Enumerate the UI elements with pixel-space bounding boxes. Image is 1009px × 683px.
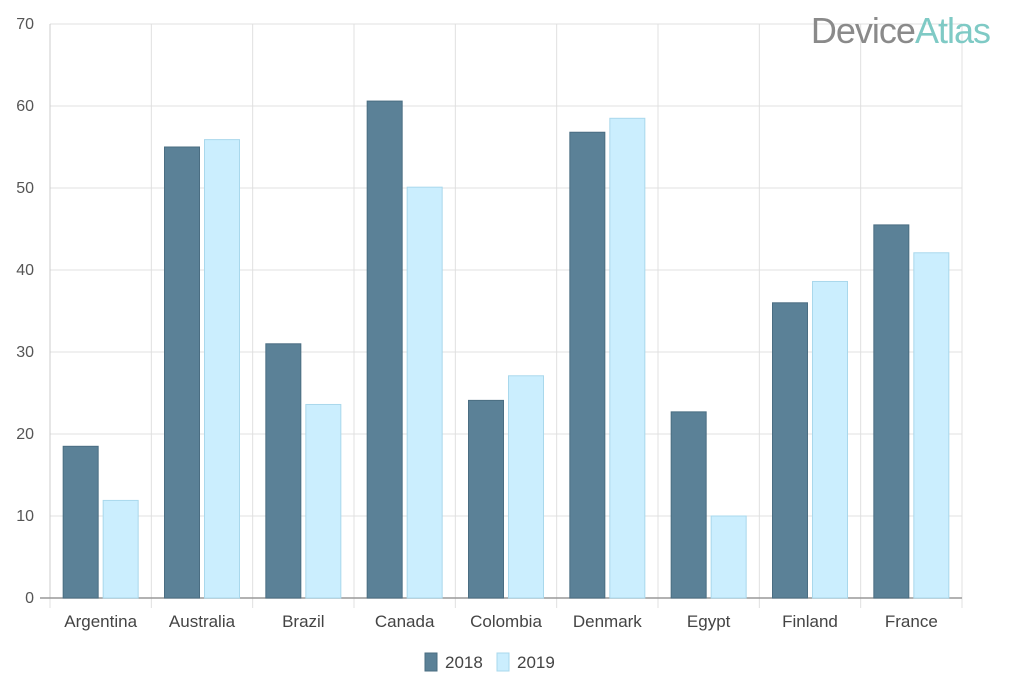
logo-atlas: Atlas xyxy=(915,10,990,51)
logo-device: Device xyxy=(811,10,915,51)
grid xyxy=(49,23,963,608)
y-tick-label: 60 xyxy=(16,98,34,115)
legend: 2018 2019 xyxy=(424,652,555,672)
bar-2019-argentina xyxy=(102,499,139,599)
y-tick-label: 50 xyxy=(16,180,34,197)
y-tick-label: 40 xyxy=(16,262,34,279)
x-tick-label: Colombia xyxy=(470,612,542,631)
bar-2018-finland xyxy=(772,302,808,599)
labels: 0 10 20 30 40 50 60 70 Argentina Australia Brazil C… xyxy=(16,16,938,631)
bar-2018-argentina xyxy=(62,445,99,599)
x-tick-label: Argentina xyxy=(64,612,137,631)
legend-swatch-2018 xyxy=(424,652,438,672)
legend-swatch-2019 xyxy=(496,652,510,672)
bar-2019-australia xyxy=(204,139,240,599)
bar-2018-egypt xyxy=(670,411,707,599)
y-tick-label: 10 xyxy=(16,508,34,525)
bar-2018-france xyxy=(873,224,910,599)
bar-2019-canada xyxy=(406,186,443,599)
bar-2018-brazil xyxy=(265,343,302,599)
bars xyxy=(62,100,950,599)
x-tick-label: Egypt xyxy=(687,612,731,631)
x-tick-label: Finland xyxy=(782,612,838,631)
y-tick-label: 20 xyxy=(16,426,34,443)
legend-label-2019: 2019 xyxy=(517,653,555,672)
bar-2018-denmark xyxy=(569,131,606,599)
bar-2018-canada xyxy=(366,100,403,599)
bar-2019-finland xyxy=(812,280,848,599)
x-tick-label: Canada xyxy=(375,612,435,631)
bar-2019-egypt xyxy=(710,515,747,599)
x-tick-label: Australia xyxy=(169,612,236,631)
bar-2018-australia xyxy=(164,146,200,599)
bar-2019-france xyxy=(913,252,950,599)
device-atlas-logo: DeviceAtlas xyxy=(811,10,990,51)
x-tick-label: Brazil xyxy=(282,612,325,631)
bar-2019-denmark xyxy=(609,117,646,599)
x-tick-label: France xyxy=(885,612,938,631)
y-tick-label: 0 xyxy=(25,590,34,607)
x-tick-label: Denmark xyxy=(573,612,642,631)
bar-2019-brazil xyxy=(305,403,342,599)
y-tick-label: 70 xyxy=(16,16,34,33)
legend-label-2018: 2018 xyxy=(445,653,483,672)
y-tick-label: 30 xyxy=(16,344,34,361)
bar-2019-colombia xyxy=(508,375,544,599)
bar-2018-colombia xyxy=(468,399,504,599)
